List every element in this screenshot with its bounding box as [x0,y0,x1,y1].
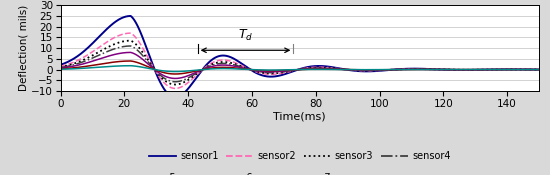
Y-axis label: Deflection( mils): Deflection( mils) [18,5,28,91]
X-axis label: Time(ms): Time(ms) [273,111,326,121]
Legend: sensor5, sensor6, sensor7: sensor5, sensor6, sensor7 [102,169,334,175]
Text: $T_d$: $T_d$ [238,28,253,43]
